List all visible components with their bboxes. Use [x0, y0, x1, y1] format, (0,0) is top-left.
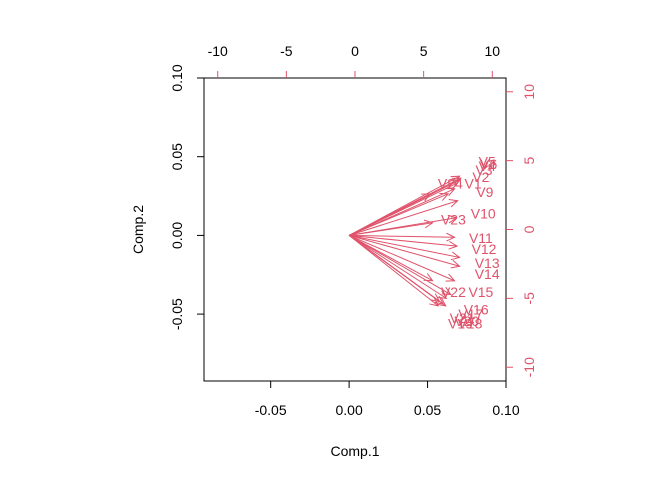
bottom-tick-label: 0.10 [492, 402, 519, 418]
left-tick-label: 0.00 [169, 222, 185, 249]
right-tick-label: -10 [521, 357, 537, 377]
label-v16: V16 [464, 301, 489, 317]
label-v22: V22 [441, 284, 466, 300]
arrow-v14 [348, 234, 460, 267]
arrowhead-v11 [446, 232, 456, 242]
label-v21: V21 [450, 310, 475, 326]
arrow-v9 [348, 200, 458, 236]
left-tick-label: -0.05 [169, 298, 185, 330]
arrowhead-v19 [429, 297, 440, 307]
left-tick-label: 0.10 [169, 64, 185, 91]
right-tick-label: 5 [521, 157, 537, 165]
arrowhead-v23 [423, 219, 434, 229]
top-tick-label: 0 [351, 43, 359, 59]
top-axis: -10 -5 0 5 10 [208, 43, 500, 79]
arrow-v11 [349, 234, 455, 238]
left-axis: -0.05 0.00 0.05 0.10 [169, 64, 205, 330]
bottom-tick-label: 0.05 [414, 402, 441, 418]
arrow-v17 [348, 234, 447, 299]
top-tick-label: -10 [208, 43, 228, 59]
x-axis-label: Comp.1 [330, 443, 379, 459]
label-v1: V1 [464, 175, 481, 191]
top-tick-label: -5 [280, 43, 293, 59]
label-v13: V13 [475, 255, 500, 271]
top-tick-label: 10 [484, 43, 500, 59]
label-v2: V2 [472, 169, 489, 185]
right-tick-label: -5 [521, 292, 537, 305]
label-v17: V17 [458, 306, 483, 322]
top-tick-label: 5 [420, 43, 428, 59]
arrow-v15 [348, 234, 455, 282]
label-v4: V4 [479, 158, 496, 174]
arrow-v13 [349, 234, 460, 258]
label-v9: V9 [476, 184, 493, 200]
arrowhead-v17 [437, 290, 448, 299]
arrow-v24 [348, 193, 431, 236]
arrowhead-v1 [439, 192, 450, 201]
label-v24: V24 [438, 175, 463, 191]
arrowhead-v18 [436, 297, 447, 307]
arrow-v18 [348, 234, 447, 307]
right-axis: -10 -5 0 5 10 [505, 84, 537, 377]
arrow-v19 [348, 235, 439, 307]
arrow-v1 [348, 193, 449, 236]
label-v14: V14 [475, 266, 500, 282]
bottom-axis: -0.05 0.00 0.05 0.10 [255, 380, 520, 418]
right-tick-label: 10 [521, 84, 537, 100]
arrowhead-v13 [450, 251, 461, 261]
y-axis-label: Comp.2 [130, 205, 146, 254]
right-tick-label: 0 [521, 225, 537, 233]
arrow-v12 [349, 234, 458, 247]
arrowhead-v9 [448, 199, 459, 208]
label-v19: V19 [448, 316, 473, 332]
label-v11: V11 [469, 230, 493, 246]
label-v3: V3 [475, 162, 492, 178]
arrowhead-v24 [421, 193, 432, 202]
loading-arrows [348, 175, 462, 307]
label-v20: V20 [454, 313, 479, 329]
arrowhead-v15 [445, 273, 456, 282]
label-v10: V10 [471, 205, 496, 221]
label-v18: V18 [457, 316, 482, 332]
bottom-tick-label: 0.00 [335, 402, 362, 418]
arrowhead-v10 [447, 214, 458, 224]
arrowhead-v12 [448, 240, 459, 250]
label-v12: V12 [472, 241, 497, 257]
arrow-v16 [348, 234, 452, 296]
plot-frame [203, 77, 507, 382]
arrow-v23 [349, 222, 433, 236]
label-v5: V5 [479, 153, 496, 169]
arrowhead-v3 [448, 182, 459, 191]
plot-box [203, 77, 507, 382]
arrowhead-v2 [445, 188, 456, 196]
label-v15: V15 [468, 284, 493, 300]
label-v23: V23 [441, 212, 466, 228]
left-tick-label: 0.05 [169, 143, 185, 170]
label-v6: V6 [480, 156, 497, 172]
bottom-tick-label: -0.05 [255, 402, 287, 418]
arrowhead-v14 [450, 259, 461, 269]
arrowhead-v16 [441, 286, 452, 296]
